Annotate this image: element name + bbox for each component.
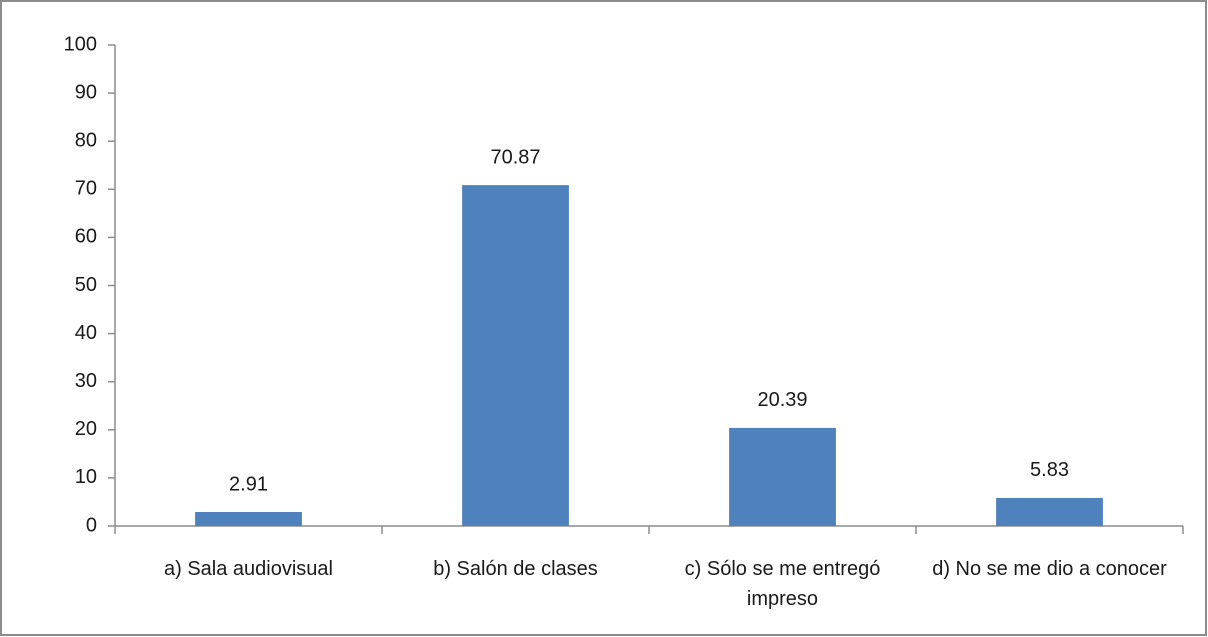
- data-label: 20.39: [757, 389, 807, 411]
- y-tick-label: 40: [75, 322, 97, 344]
- bar: [195, 512, 302, 526]
- x-tick-label: b) Salón de clases: [433, 558, 598, 580]
- bar: [729, 427, 836, 526]
- y-tick-label: 60: [75, 226, 97, 248]
- bar: [996, 497, 1103, 526]
- y-tick-label: 100: [64, 33, 97, 55]
- x-tick-label: d) No se me dio a conocer: [932, 558, 1167, 580]
- data-label: 2.91: [229, 473, 268, 495]
- x-tick-label: c) Sólo se me entregó impreso: [684, 558, 881, 610]
- data-label: 5.83: [1030, 459, 1069, 481]
- y-tick-label: 10: [75, 466, 97, 488]
- y-tick-label: 90: [75, 81, 97, 103]
- data-label: 70.87: [490, 146, 540, 168]
- y-tick-label: 50: [75, 274, 97, 296]
- y-tick-label: 0: [86, 514, 97, 536]
- bar: [462, 185, 569, 526]
- y-tick-label: 30: [75, 370, 97, 392]
- y-tick-label: 70: [75, 178, 97, 200]
- x-tick-label: a) Sala audiovisual: [164, 558, 333, 580]
- y-tick-label: 20: [75, 418, 97, 440]
- y-tick-label: 80: [75, 129, 97, 151]
